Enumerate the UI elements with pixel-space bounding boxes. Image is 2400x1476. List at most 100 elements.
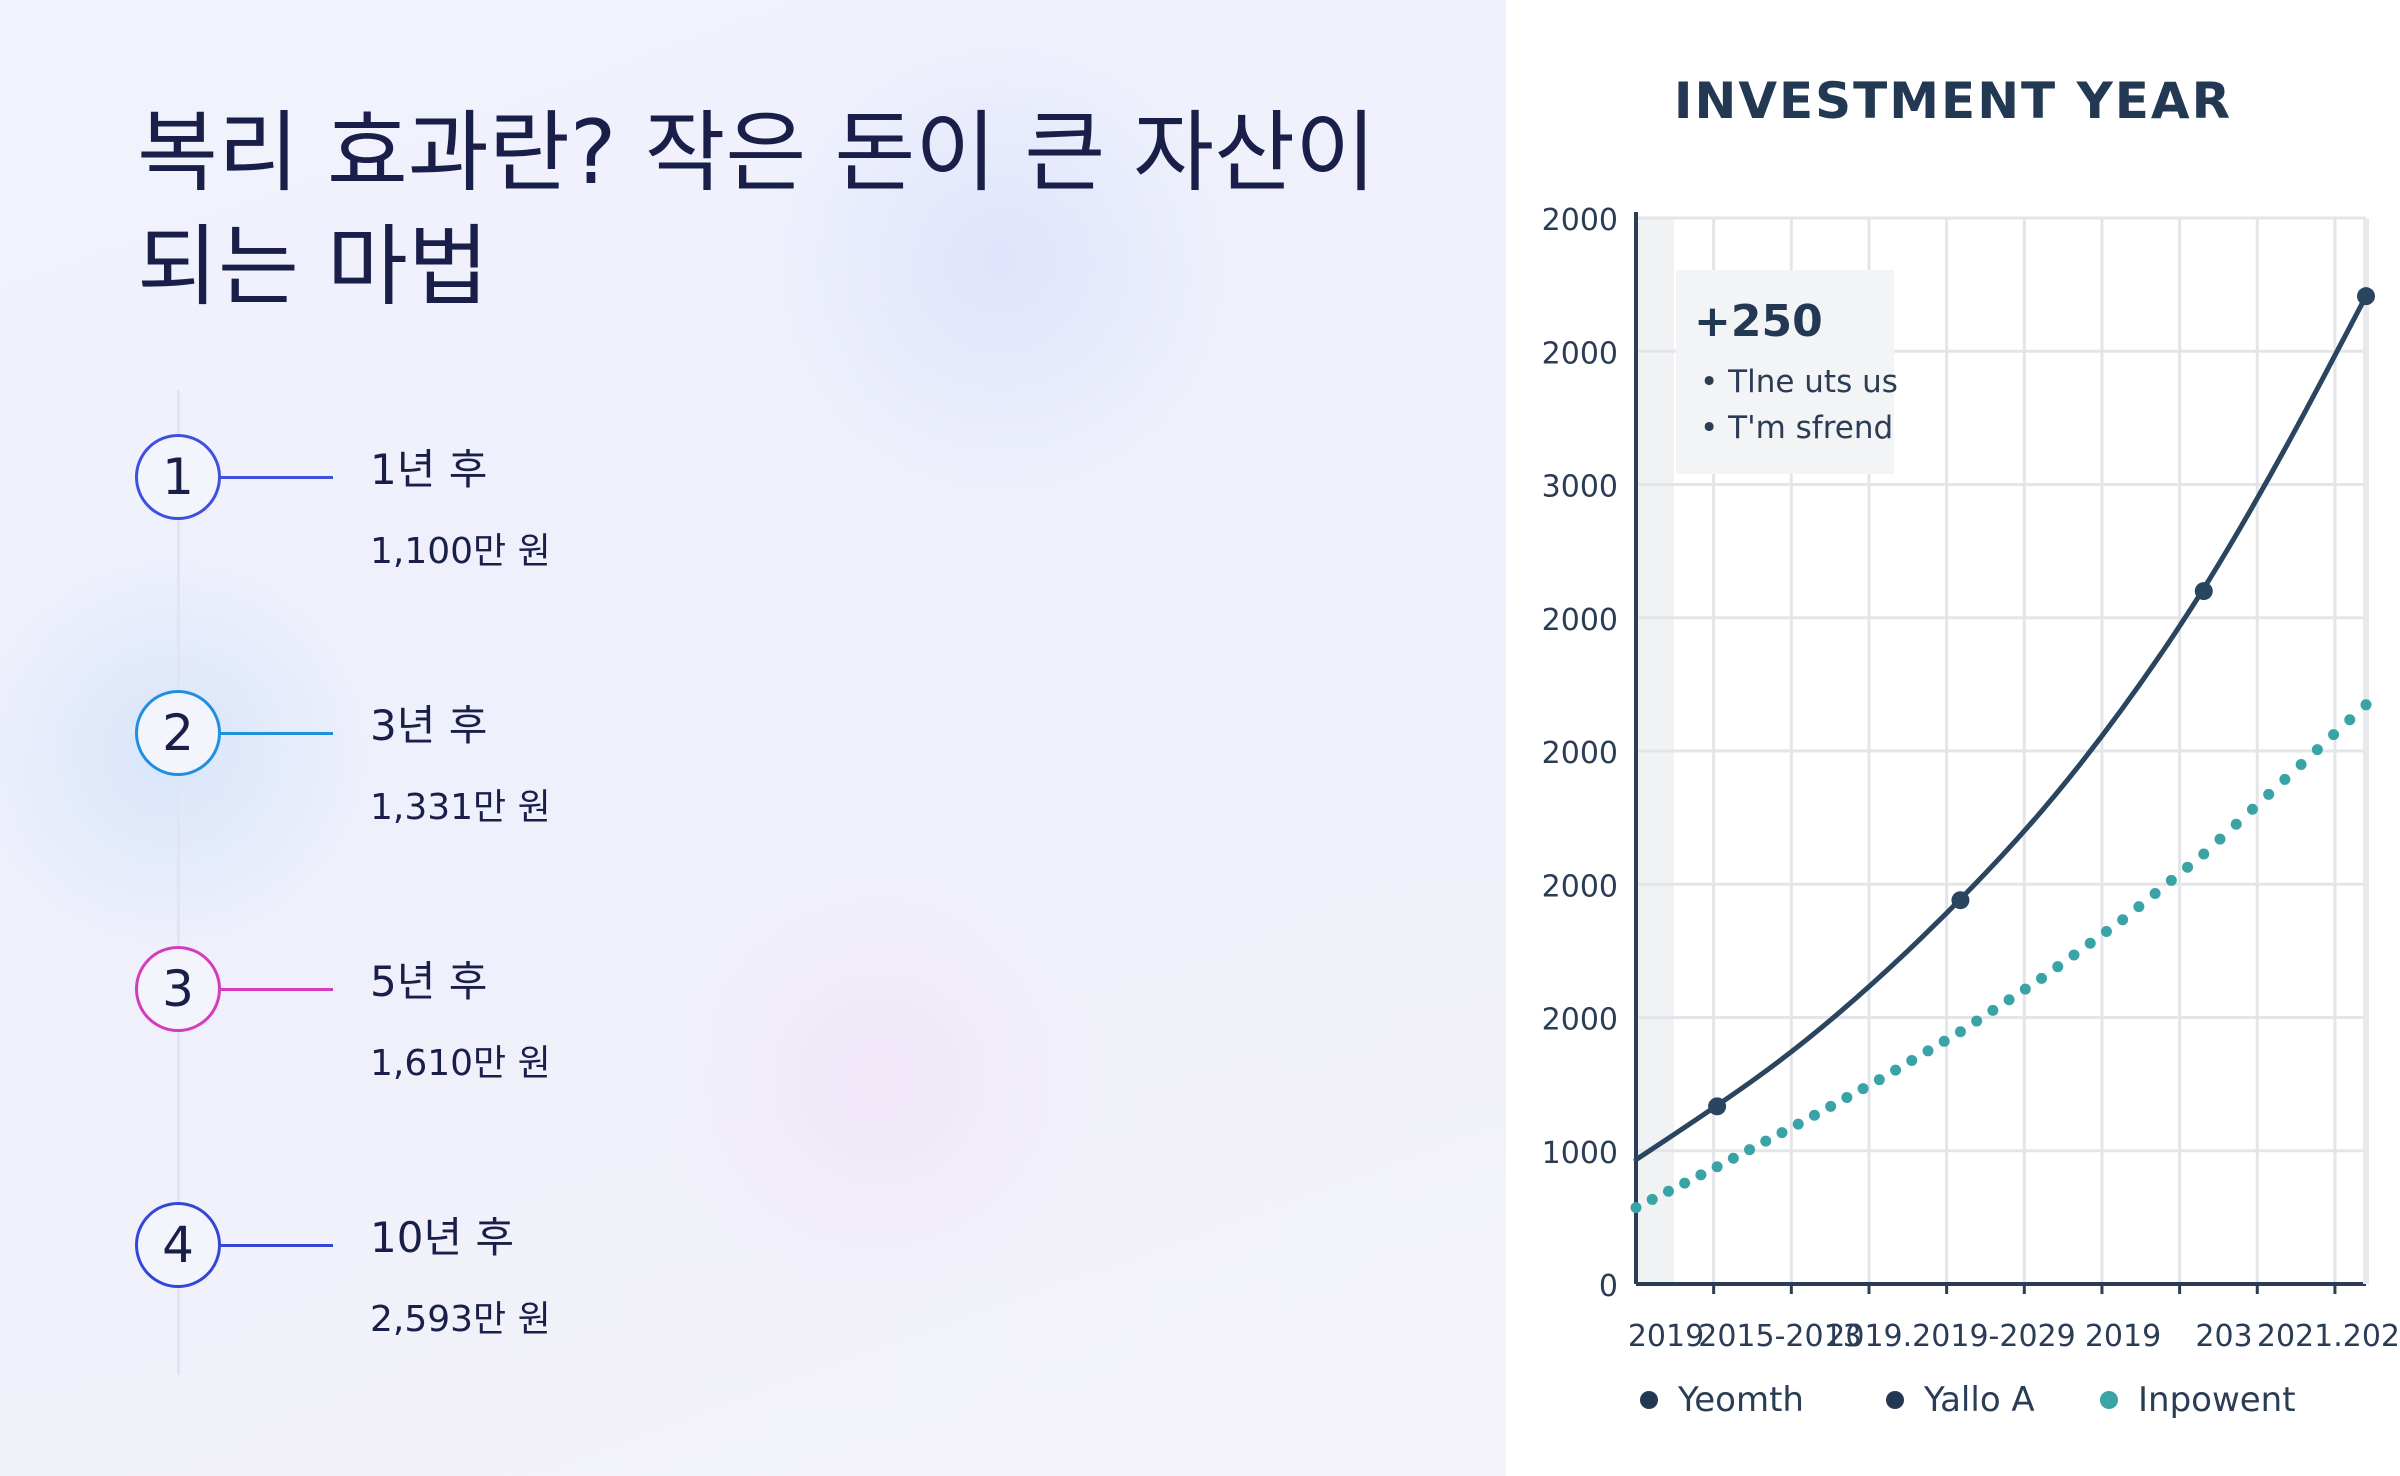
annotation-line-1: • Tlne uts us bbox=[1700, 364, 1898, 400]
series-dot bbox=[2344, 714, 2356, 726]
step-connector bbox=[221, 988, 333, 991]
y-tick-label: 2000 bbox=[1542, 736, 1618, 771]
legend-label: Yeomth bbox=[1678, 1380, 1804, 1420]
legend-item-3: Inpowent bbox=[2100, 1380, 2296, 1420]
annotation-line-2: • T'm sfrend bbox=[1700, 410, 1894, 446]
series-marker bbox=[1708, 1097, 1727, 1116]
series-dot bbox=[1922, 1045, 1934, 1057]
step-value: 1,100만 원 bbox=[370, 531, 551, 572]
series-dot bbox=[2263, 788, 2275, 800]
series-dot bbox=[2133, 901, 2145, 913]
series-dot bbox=[1727, 1152, 1739, 1164]
legend-dot-icon bbox=[2100, 1391, 2118, 1409]
series-dot bbox=[2068, 949, 2080, 961]
legend-label: Inpowent bbox=[2138, 1380, 2296, 1420]
step-connector bbox=[221, 732, 333, 735]
info-panel: 복리 효과란? 작은 돈이 큰 자산이 되는 마법 1 1년 후 1,100만 … bbox=[0, 0, 1506, 1476]
y-tick-label: 0 bbox=[1599, 1269, 1618, 1304]
timeline-step-1: 1 1년 후 1,100만 원 bbox=[0, 434, 700, 572]
series-dot bbox=[1760, 1135, 1772, 1147]
series-dot bbox=[1679, 1177, 1691, 1189]
series-line-1 bbox=[1633, 293, 2369, 1163]
series-dot bbox=[1857, 1083, 1869, 1095]
series-dot bbox=[2052, 961, 2064, 973]
series-dot bbox=[1695, 1169, 1707, 1181]
series-dot bbox=[1890, 1064, 1902, 1076]
series-dot bbox=[2230, 818, 2242, 830]
series-dot bbox=[1792, 1118, 1804, 1130]
step-value: 1,610만 원 bbox=[370, 1043, 551, 1084]
series-dot bbox=[1825, 1100, 1837, 1112]
x-tick-label: 2021.2020 bbox=[2257, 1319, 2400, 1354]
x-tick-label: 2019 bbox=[2085, 1319, 2161, 1354]
legend-label: Yallo A bbox=[1924, 1380, 2035, 1420]
legend-dot-icon bbox=[1640, 1391, 1658, 1409]
y-tick-label: 2000 bbox=[1542, 603, 1618, 638]
legend-dot-icon bbox=[1886, 1391, 1904, 1409]
timeline-step-4: 4 10년 후 2,593만 원 bbox=[0, 1202, 700, 1340]
series-dot bbox=[2279, 773, 2291, 785]
step-label: 1년 후 bbox=[370, 445, 488, 494]
series-dot bbox=[2182, 861, 2194, 873]
series-marker bbox=[1951, 891, 1970, 910]
series-dot bbox=[1808, 1109, 1820, 1121]
series-dot bbox=[1662, 1185, 1674, 1197]
step-label: 5년 후 bbox=[370, 957, 488, 1006]
series-dot bbox=[2295, 759, 2307, 771]
series-dot bbox=[1906, 1054, 1918, 1066]
legend-item-2: Yallo A bbox=[1886, 1380, 2035, 1420]
series-dot bbox=[1954, 1026, 1966, 1038]
series-dot bbox=[2149, 887, 2161, 899]
series-dot bbox=[2360, 699, 2372, 711]
step-label: 3년 후 bbox=[370, 701, 488, 750]
step-value: 2,593만 원 bbox=[370, 1299, 551, 1340]
step-number-badge: 4 bbox=[135, 1202, 221, 1288]
line-chart: 0 1000 2000 2000 2000 2000 3000 2000 2000 2019 201… bbox=[1542, 203, 2400, 1354]
y-tick-label: 3000 bbox=[1542, 470, 1618, 505]
series-dot bbox=[2198, 848, 2210, 860]
series-dot bbox=[1711, 1161, 1723, 1173]
series-dot bbox=[2036, 972, 2048, 984]
step-number-badge: 3 bbox=[135, 946, 221, 1032]
annotation-text-2: T'm sfrend bbox=[1728, 410, 1894, 446]
legend-item-1: Yeomth bbox=[1640, 1380, 1804, 1420]
series-marker bbox=[2194, 582, 2213, 601]
x-tick-label: 203 bbox=[2195, 1319, 2252, 1354]
page-title: 복리 효과란? 작은 돈이 큰 자산이 되는 마법 bbox=[137, 101, 1377, 318]
series-dot bbox=[1971, 1015, 1983, 1027]
series-dot bbox=[1873, 1074, 1885, 1086]
series-dot bbox=[2246, 803, 2258, 815]
y-tick-label: 2000 bbox=[1542, 203, 1618, 238]
series-dot bbox=[1630, 1202, 1642, 1214]
step-connector bbox=[221, 476, 333, 479]
series-marker bbox=[2357, 287, 2375, 306]
annotation-text-1: Tlne uts us bbox=[1728, 364, 1898, 400]
x-tick-label: 2019.2019-2029 bbox=[1826, 1319, 2075, 1354]
timeline-step-2: 2 3년 후 1,331만 원 bbox=[0, 690, 700, 828]
step-connector bbox=[221, 1244, 333, 1247]
step-label: 10년 후 bbox=[370, 1213, 515, 1262]
y-tick-label: 2000 bbox=[1542, 869, 1618, 904]
series-dot bbox=[2311, 744, 2323, 756]
timeline-rail bbox=[177, 390, 180, 1375]
step-number-badge: 1 bbox=[135, 434, 221, 520]
chart-legend: Yeomth Yallo A Inpowent bbox=[1640, 1380, 2380, 1430]
series-dot bbox=[2003, 994, 2015, 1006]
y-tick-label: 2000 bbox=[1542, 1003, 1618, 1038]
series-dot bbox=[2214, 833, 2226, 845]
annotation-heading: +250 bbox=[1694, 296, 1823, 347]
y-tick-label: 2000 bbox=[1542, 336, 1618, 371]
timeline-step-3: 3 5년 후 1,610만 원 bbox=[0, 946, 700, 1084]
series-dot bbox=[1841, 1091, 1853, 1103]
series-dot bbox=[1646, 1193, 1658, 1205]
y-tick-label: 1000 bbox=[1542, 1136, 1618, 1171]
chart-title: INVESTMENT YEAR bbox=[1673, 72, 2233, 130]
series-dot bbox=[2165, 874, 2177, 886]
series-dot bbox=[1987, 1004, 1999, 1016]
series-dot bbox=[2100, 926, 2112, 938]
series-dot bbox=[1776, 1127, 1788, 1139]
series-dot bbox=[1938, 1035, 1950, 1047]
series-dot bbox=[2117, 914, 2129, 926]
x-tick-label: 2019 bbox=[1628, 1319, 1704, 1354]
step-number-badge: 2 bbox=[135, 690, 221, 776]
